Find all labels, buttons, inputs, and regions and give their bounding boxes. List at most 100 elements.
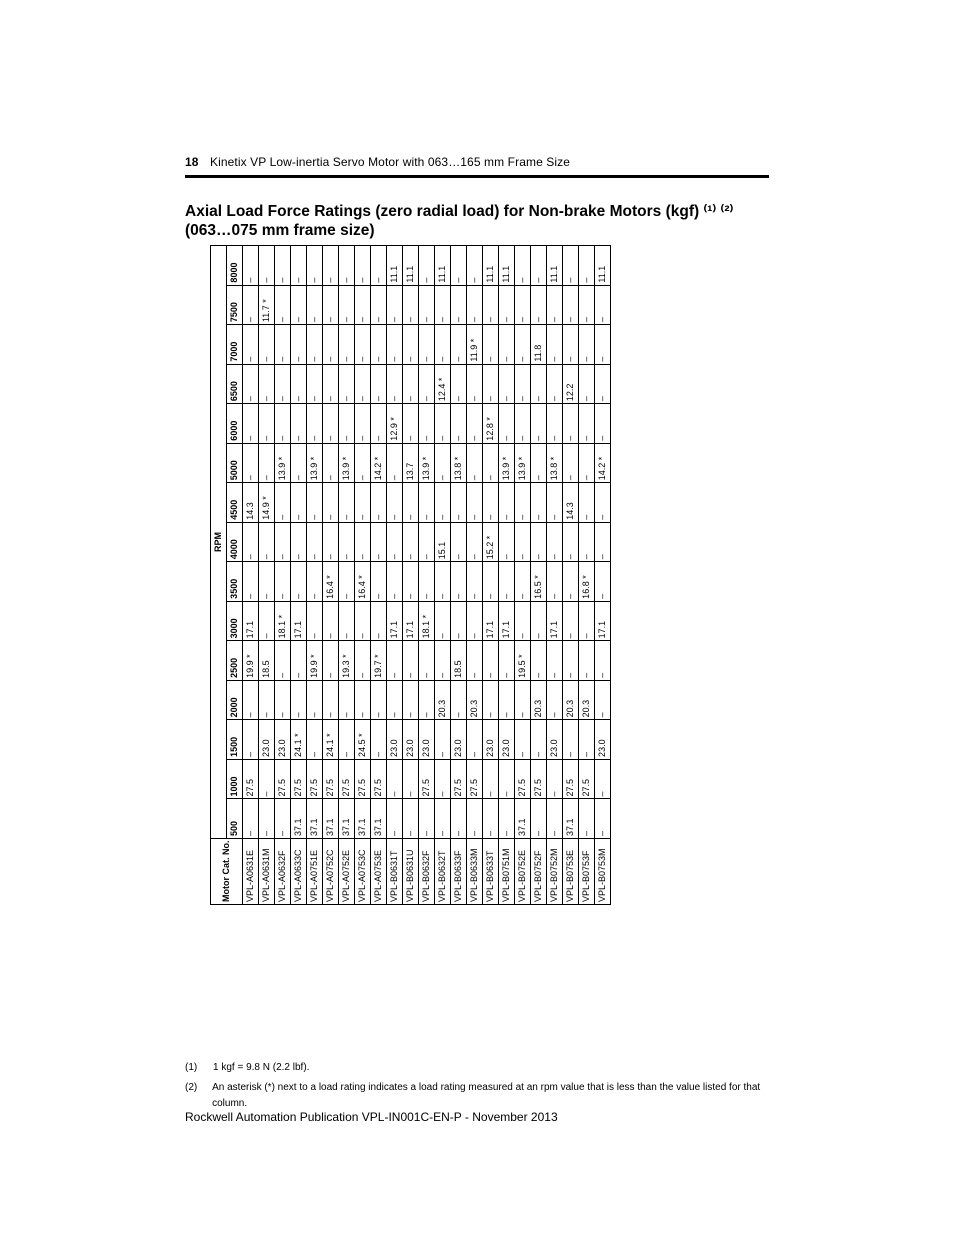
cell-dash: – [515, 522, 531, 562]
cell-dash: – [371, 364, 387, 404]
cell-dash: – [403, 325, 419, 365]
motor-cat-no: VPL-A0753C [355, 839, 371, 905]
cell-dash: – [307, 601, 323, 641]
cell-dash: – [291, 325, 307, 365]
cell-dash: – [403, 483, 419, 523]
cell-value: 24.5 * [355, 720, 371, 760]
col-header-rpm: 4500 [227, 483, 243, 523]
cell-dash: – [275, 364, 291, 404]
cell-dash: – [355, 483, 371, 523]
cell-dash: – [467, 720, 483, 760]
cell-dash: – [339, 404, 355, 444]
cell-dash: – [435, 720, 451, 760]
cell-dash: – [387, 799, 403, 839]
cell-value: 14.9 * [259, 483, 275, 523]
cell-dash: – [259, 759, 275, 799]
table-row: VPL-A0751E37.127.5––19.9 *––––13.9 *––––… [307, 246, 323, 905]
cell-value: 17.1 [403, 601, 419, 641]
cell-dash: – [579, 246, 595, 286]
cell-value: 27.5 [467, 759, 483, 799]
cell-dash: – [403, 562, 419, 602]
cell-dash: – [323, 364, 339, 404]
cell-dash: – [243, 562, 259, 602]
motor-cat-no: VPL-A0632F [275, 839, 291, 905]
cell-dash: – [275, 522, 291, 562]
cell-value: 20.3 [579, 680, 595, 720]
cell-dash: – [307, 246, 323, 286]
cell-dash: – [451, 562, 467, 602]
motor-cat-no: VPL-B0752F [531, 839, 547, 905]
cell-dash: – [435, 285, 451, 325]
cell-dash: – [531, 246, 547, 286]
table-row: VPL-B0752E37.127.5––19.5 *––––13.9 *––––… [515, 246, 531, 905]
cell-dash: – [563, 246, 579, 286]
cell-dash: – [339, 285, 355, 325]
cell-dash: – [595, 759, 611, 799]
cell-dash: – [291, 562, 307, 602]
cell-dash: – [259, 799, 275, 839]
table-row: VPL-A0632F–27.523.0––18.1 *–––13.9 *––––… [275, 246, 291, 905]
cell-dash: – [515, 404, 531, 444]
motor-cat-no: VPL-B0633F [451, 839, 467, 905]
cell-dash: – [307, 680, 323, 720]
cell-value: 17.1 [499, 601, 515, 641]
cell-dash: – [435, 799, 451, 839]
motor-cat-no: VPL-B0753F [579, 839, 595, 905]
cell-dash: – [531, 522, 547, 562]
cell-dash: – [307, 404, 323, 444]
cell-value: 14.3 [563, 483, 579, 523]
cell-dash: – [307, 720, 323, 760]
cell-value: 20.3 [467, 680, 483, 720]
table-row: VPL-B0632T–––20.3–––15.1–––12.4 *––11.1 [435, 246, 451, 905]
cell-value: 20.3 [563, 680, 579, 720]
cell-value: 13.9 * [515, 443, 531, 483]
col-header-rpm: 2000 [227, 680, 243, 720]
cell-dash: – [355, 364, 371, 404]
cell-dash: – [451, 680, 467, 720]
cell-dash: – [275, 285, 291, 325]
table-row: VPL-B0631U––23.0––17.1–––13.7––––11.1 [403, 246, 419, 905]
table-row: VPL-B0633T––23.0––17.1–15.2 *––12.8 *–––… [483, 246, 499, 905]
cell-value: 18.5 [451, 641, 467, 681]
cell-dash: – [371, 562, 387, 602]
cell-dash: – [531, 443, 547, 483]
cell-dash: – [563, 404, 579, 444]
cell-dash: – [547, 799, 563, 839]
footnote-1-text: 1 kgf = 9.8 N (2.2 lbf). [213, 1060, 309, 1076]
cell-dash: – [467, 285, 483, 325]
cell-dash: – [563, 601, 579, 641]
cell-dash: – [403, 285, 419, 325]
cell-dash: – [451, 364, 467, 404]
section-title-line-1: Axial Load Force Ratings (zero radial lo… [185, 202, 769, 221]
cell-value: 23.0 [259, 720, 275, 760]
cell-dash: – [323, 601, 339, 641]
cell-value: 11.8 [531, 325, 547, 365]
cell-value: 15.1 [435, 522, 451, 562]
cell-value: 13.9 * [275, 443, 291, 483]
cell-dash: – [579, 404, 595, 444]
motor-cat-no: VPL-B0752E [515, 839, 531, 905]
cell-dash: – [419, 562, 435, 602]
cell-dash: – [243, 404, 259, 444]
cell-dash: – [259, 404, 275, 444]
cell-dash: – [579, 601, 595, 641]
cell-dash: – [595, 562, 611, 602]
cell-dash: – [515, 680, 531, 720]
section-title-line-2: (063…075 mm frame size) [185, 221, 769, 240]
cell-dash: – [579, 325, 595, 365]
cell-value: 13.7 [403, 443, 419, 483]
cell-dash: – [323, 325, 339, 365]
cell-value: 13.9 * [307, 443, 323, 483]
cell-dash: – [323, 680, 339, 720]
cell-dash: – [563, 641, 579, 681]
cell-value: 18.5 [259, 641, 275, 681]
cell-dash: – [579, 641, 595, 681]
cell-dash: – [419, 680, 435, 720]
cell-dash: – [483, 759, 499, 799]
cell-dash: – [259, 680, 275, 720]
cell-value: 27.5 [243, 759, 259, 799]
cell-dash: – [451, 799, 467, 839]
cell-dash: – [339, 483, 355, 523]
col-header-rpm: 3000 [227, 601, 243, 641]
cell-dash: – [563, 325, 579, 365]
